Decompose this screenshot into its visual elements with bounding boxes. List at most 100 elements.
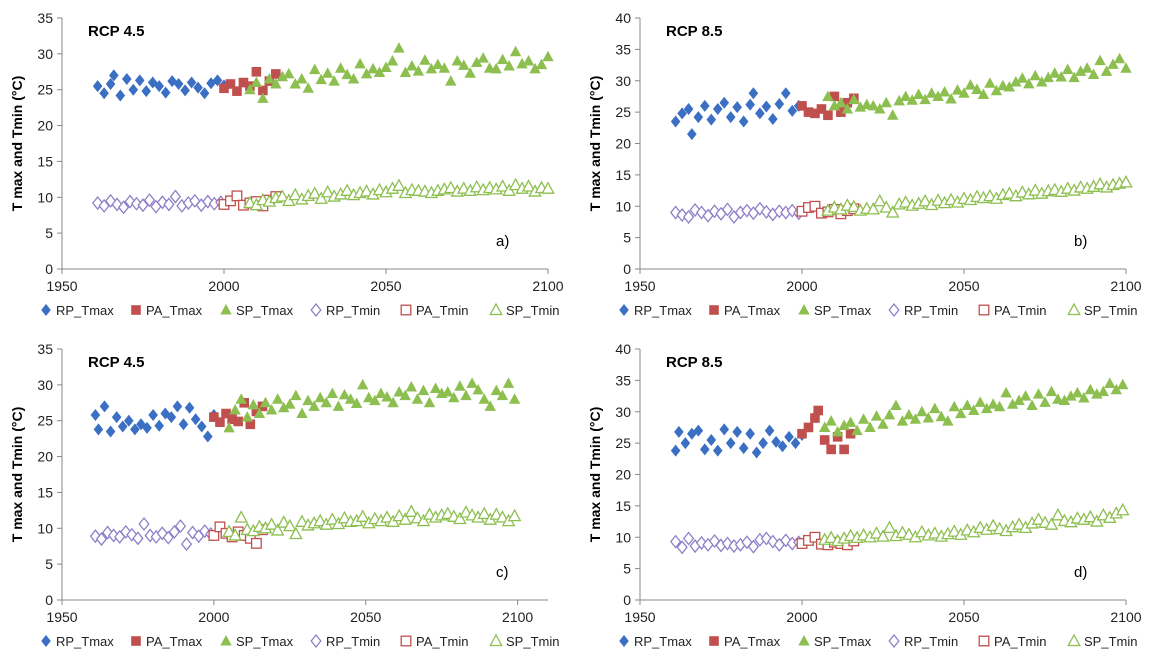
data-point <box>1119 175 1133 188</box>
data-point <box>847 199 861 213</box>
data-point <box>507 508 522 522</box>
data-point <box>265 403 278 415</box>
data-point <box>399 389 411 401</box>
data-point <box>1078 391 1090 403</box>
data-point <box>1104 377 1116 389</box>
data-point <box>903 408 915 420</box>
legend-marker <box>1067 633 1081 647</box>
data-point <box>876 529 890 542</box>
y-tick-label: 15 <box>37 484 53 500</box>
legend-marker <box>310 633 322 649</box>
data-point <box>787 104 798 117</box>
data-point <box>748 87 759 100</box>
y-tick-label: 10 <box>37 520 53 536</box>
legend-marker <box>310 302 322 318</box>
data-point <box>1071 386 1084 398</box>
data-point <box>974 396 986 407</box>
data-point <box>416 513 431 527</box>
data-point <box>490 384 503 396</box>
y-tick-label: 35 <box>615 41 631 57</box>
legend-label: RP_Tmin <box>904 303 958 318</box>
data-point <box>186 76 197 89</box>
data-point <box>250 537 262 549</box>
data-point <box>732 101 742 114</box>
legend-label: SP_Tmin <box>506 303 559 318</box>
data-point <box>122 72 132 85</box>
data-point <box>883 408 896 420</box>
data-point <box>283 67 295 79</box>
y-axis-label: T max and Tmin (°C) <box>9 76 25 212</box>
series-SP_Tmin <box>243 177 555 211</box>
data-point <box>178 418 189 431</box>
data-point <box>955 407 967 419</box>
data-point <box>442 386 454 397</box>
data-point <box>209 412 219 422</box>
data-point <box>1083 509 1098 523</box>
y-axis-label: T max and Tmin (°C) <box>587 407 603 543</box>
legend-marker <box>709 636 719 646</box>
data-point <box>529 62 541 74</box>
data-point <box>797 101 807 111</box>
data-point <box>180 84 190 97</box>
y-tick-label: 20 <box>37 449 53 465</box>
data-point <box>337 510 352 524</box>
data-point <box>417 384 430 396</box>
data-point <box>1031 512 1046 525</box>
data-point <box>676 540 688 555</box>
data-point <box>95 532 108 547</box>
data-point <box>1081 62 1093 73</box>
data-point <box>363 391 375 403</box>
data-point <box>448 391 460 403</box>
data-point <box>700 443 710 456</box>
series-SP_Tmin <box>222 504 522 541</box>
y-tick-label: 5 <box>45 225 53 241</box>
data-point <box>142 421 152 434</box>
data-point <box>1049 67 1061 78</box>
data-point <box>916 405 928 417</box>
y-axis-label: T max and Tmin (°C) <box>587 76 603 212</box>
data-point <box>790 437 801 450</box>
data-point <box>1117 378 1129 390</box>
data-point <box>245 419 256 430</box>
data-point <box>184 401 195 414</box>
data-point <box>359 184 374 197</box>
data-point <box>964 79 977 90</box>
data-point <box>490 62 502 74</box>
data-point <box>174 519 187 534</box>
legend-label: SP_Tmax <box>814 634 872 649</box>
y-tick-label: 0 <box>623 261 631 277</box>
data-point <box>99 87 109 100</box>
legend-label: SP_Tmin <box>1084 634 1137 649</box>
data-point <box>869 526 884 539</box>
legend-label: PA_Tmin <box>416 303 469 318</box>
data-point <box>819 435 830 445</box>
data-point <box>918 193 932 207</box>
data-point <box>235 393 247 404</box>
data-point <box>375 387 387 398</box>
panel-label: c) <box>496 564 509 581</box>
x-tick-label: 2000 <box>208 278 239 294</box>
data-point <box>393 42 405 53</box>
data-point <box>1023 77 1035 89</box>
data-point <box>1065 390 1077 401</box>
data-point <box>392 508 406 522</box>
data-point <box>412 65 425 76</box>
legend-marker <box>400 635 412 647</box>
data-point <box>990 84 1003 96</box>
data-point <box>1074 65 1087 76</box>
data-point <box>454 380 466 391</box>
y-tick-label: 20 <box>37 118 53 134</box>
data-point <box>111 411 122 424</box>
data-point <box>857 413 870 424</box>
y-tick-label: 35 <box>37 341 53 357</box>
data-point <box>947 524 962 537</box>
data-point <box>350 397 363 409</box>
data-point <box>109 69 119 82</box>
panel-label: d) <box>1074 564 1087 581</box>
data-point <box>156 526 168 541</box>
data-point <box>1093 176 1107 190</box>
data-point <box>751 446 762 459</box>
data-point <box>810 413 820 423</box>
x-tick-label: 2100 <box>1110 609 1141 625</box>
data-point <box>314 391 326 403</box>
